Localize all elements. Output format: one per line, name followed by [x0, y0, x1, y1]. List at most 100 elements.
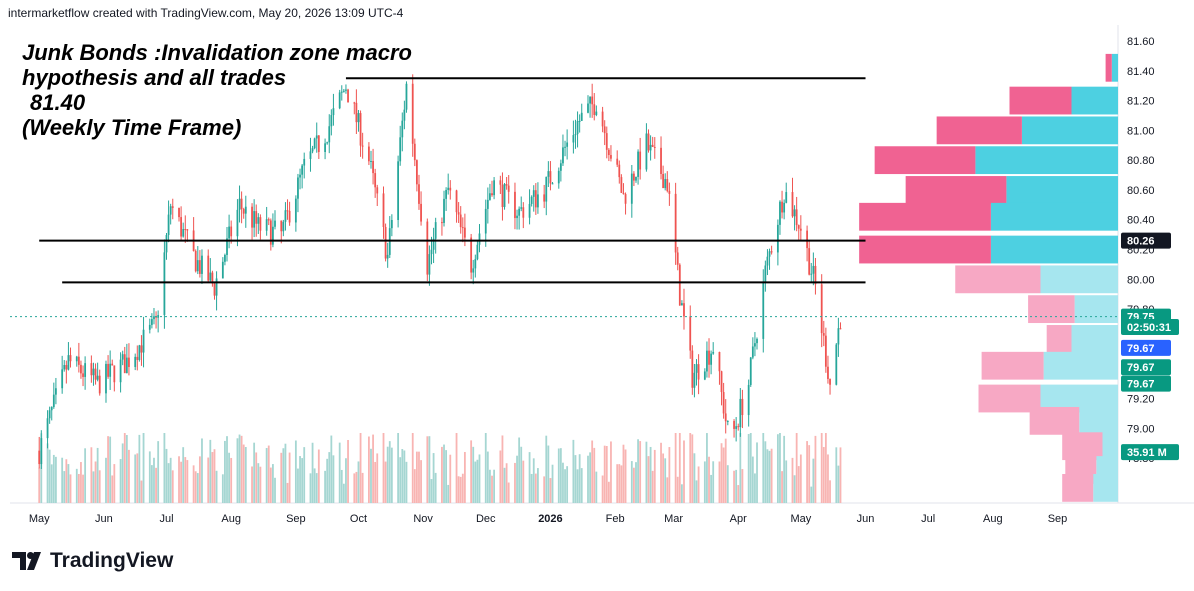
volume-bar [537, 468, 539, 503]
volume-bar [251, 466, 253, 503]
candle-body [837, 328, 840, 345]
tradingview-logo[interactable]: TradingView [12, 548, 173, 574]
candle-body [557, 170, 560, 184]
candle-body [386, 254, 389, 259]
candle-body [486, 199, 489, 209]
candle-body [754, 343, 756, 347]
volume-bar [317, 449, 320, 503]
candle-body [824, 335, 827, 367]
volume-bar [401, 449, 404, 503]
profile-up-bar [990, 235, 1118, 264]
volume-bar [107, 436, 109, 503]
candle-body [69, 355, 72, 362]
volume-bar [791, 457, 794, 503]
volume-bar [372, 434, 374, 503]
volume-bar [733, 470, 735, 503]
profile-up-bar [1111, 53, 1118, 82]
volume-bar [338, 442, 341, 503]
annotation-line-3: 81.40 [30, 90, 86, 115]
volume-bar [432, 453, 435, 503]
volume-bar [52, 454, 55, 503]
volume-bar [595, 471, 598, 503]
candle-body [783, 202, 786, 213]
candle-body [253, 211, 256, 228]
profile-down-bar [955, 265, 1041, 294]
price-tag-label: 80.26 [1127, 236, 1155, 248]
x-tick-label: Apr [730, 513, 747, 525]
candle-body [169, 206, 172, 215]
volume-bar [635, 462, 637, 503]
candle-body [274, 220, 276, 227]
volume-bar [82, 474, 84, 503]
volume-bar [605, 446, 608, 503]
candle-body [455, 190, 458, 213]
price-tag [1121, 444, 1179, 461]
volume-bar [522, 460, 525, 503]
volume-bar [520, 446, 523, 503]
volume-bar [182, 447, 185, 503]
x-tick-label: Jul [921, 513, 935, 525]
volume-bar [576, 469, 579, 503]
candle-body [403, 109, 406, 121]
profile-up-bar [1040, 265, 1118, 294]
candle-body [272, 226, 274, 245]
volume-bar [399, 457, 402, 503]
volume-bar [38, 467, 41, 503]
volume-bar [637, 439, 639, 503]
candle-body [413, 143, 416, 161]
price-tag [1121, 359, 1171, 376]
volume-bar [785, 460, 788, 503]
volume-bar [630, 461, 633, 503]
volume-bar [165, 448, 168, 503]
profile-down-bar [874, 146, 976, 175]
candle-body [82, 373, 84, 377]
candle-body [140, 345, 143, 353]
volume-bar [342, 483, 345, 503]
candle-body [269, 220, 272, 245]
candle-body [330, 115, 333, 127]
candle-body [649, 144, 652, 151]
candle-body [338, 92, 341, 109]
volume-bar [169, 457, 172, 503]
candle-body [228, 226, 230, 239]
candle-body [829, 378, 831, 385]
candle-body [134, 356, 137, 367]
volume-bar [645, 441, 648, 503]
candle-body [572, 135, 575, 143]
volume-bar [779, 433, 781, 503]
volume-bar [822, 447, 825, 503]
candle-body [530, 196, 533, 204]
candle-body [812, 265, 815, 274]
candle-body [209, 272, 212, 281]
volume-bar [403, 450, 406, 503]
price-tag-label: 79.67 [1127, 362, 1155, 374]
candle-body [138, 345, 141, 360]
volume-bar [361, 472, 364, 503]
candle-body [401, 120, 404, 138]
candle-body [689, 316, 692, 351]
volume-bar [109, 436, 112, 503]
price-chart[interactable]: 81.60 81.40 81.20 81.00 80.80 80.60 80.40 80.20… [0, 0, 1194, 540]
volume-bar [603, 445, 606, 503]
volume-bar [651, 470, 654, 503]
candle-body [618, 164, 621, 178]
volume-bar [589, 452, 591, 503]
volume-bar [150, 465, 153, 503]
candle-body [52, 394, 55, 408]
volume-bar [224, 440, 226, 503]
candle-body [741, 398, 744, 416]
volume-bar [198, 456, 201, 503]
volume-bar [518, 437, 521, 503]
candle-body [459, 214, 462, 228]
candle-body [712, 351, 715, 354]
volume-bar [683, 440, 685, 503]
volume-bar [463, 451, 466, 503]
volume-profile [859, 53, 1118, 502]
candle-body [123, 354, 126, 374]
volume-bar [691, 434, 694, 503]
candle-body [595, 111, 598, 115]
candle-body [839, 328, 842, 330]
x-tick-label: Sep [1048, 513, 1068, 525]
candle-body [545, 176, 548, 202]
volume-bar [330, 435, 333, 503]
